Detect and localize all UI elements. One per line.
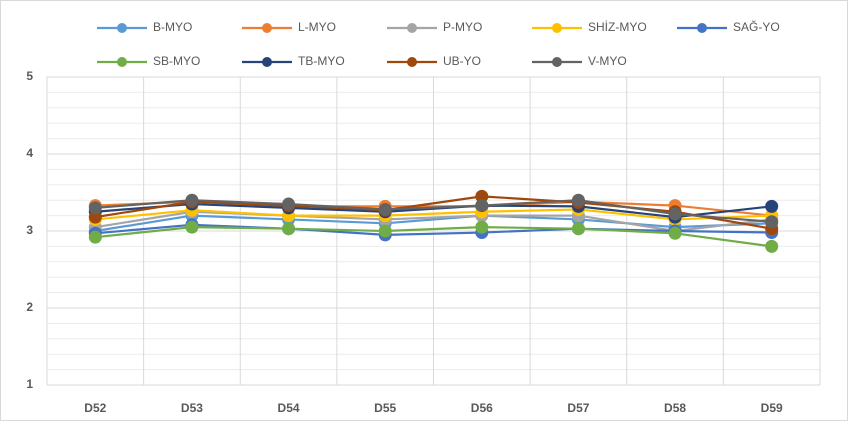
legend-label: B-MYO	[153, 20, 192, 34]
series-line	[95, 214, 772, 233]
data-point	[571, 193, 585, 207]
data-point	[475, 199, 489, 213]
series-line	[95, 210, 772, 233]
legend-swatch-marker	[697, 23, 707, 33]
data-point	[765, 215, 779, 229]
x-tick-label: D53	[181, 401, 203, 415]
data-point	[475, 220, 489, 234]
legend-label: P-MYO	[443, 20, 482, 34]
legend-swatch-marker	[407, 57, 417, 67]
legend-label: SHİZ-MYO	[588, 20, 647, 34]
legend-swatch-marker	[407, 23, 417, 33]
x-tick-label: D54	[278, 401, 300, 415]
series-line	[95, 226, 772, 248]
x-tick-label: D59	[761, 401, 783, 415]
y-tick-label: 2	[26, 300, 33, 314]
series-line	[95, 195, 772, 230]
data-point	[88, 210, 102, 224]
data-point	[668, 226, 682, 240]
series-line	[95, 199, 772, 223]
legend-swatch-marker	[262, 57, 272, 67]
legend-swatch-marker	[552, 57, 562, 67]
legend-label: SAĞ-YO	[733, 19, 780, 34]
x-tick-label: D52	[84, 401, 106, 415]
legend-label: V-MYO	[588, 54, 627, 68]
data-point	[282, 197, 296, 211]
data-point	[185, 220, 199, 234]
data-point	[88, 230, 102, 244]
data-point	[475, 189, 489, 203]
legend-label: L-MYO	[298, 20, 336, 34]
x-tick-label: D55	[374, 401, 396, 415]
legend-swatch-marker	[117, 23, 127, 33]
data-point	[282, 222, 296, 236]
y-tick-label: 4	[26, 146, 33, 160]
legend-label: UB-YO	[443, 54, 481, 68]
data-point	[378, 224, 392, 238]
data-point	[571, 222, 585, 236]
y-tick-label: 1	[26, 377, 33, 391]
legend-label: SB-MYO	[153, 54, 200, 68]
x-tick-label: D58	[664, 401, 686, 415]
data-point	[765, 239, 779, 253]
series-line	[95, 223, 772, 236]
x-tick-label: D57	[567, 401, 589, 415]
x-tick-label: D56	[471, 401, 493, 415]
legend-swatch-marker	[262, 23, 272, 33]
y-tick-label: 5	[26, 69, 33, 83]
data-point	[185, 193, 199, 207]
data-point	[668, 207, 682, 221]
series-line	[95, 208, 772, 221]
data-point	[378, 202, 392, 216]
data-point	[88, 201, 102, 215]
y-tick-label: 3	[26, 223, 33, 237]
data-point	[765, 199, 779, 213]
legend-swatch-marker	[117, 57, 127, 67]
legend-swatch-marker	[552, 23, 562, 33]
legend-label: TB-MYO	[298, 54, 345, 68]
series-line	[95, 202, 772, 219]
